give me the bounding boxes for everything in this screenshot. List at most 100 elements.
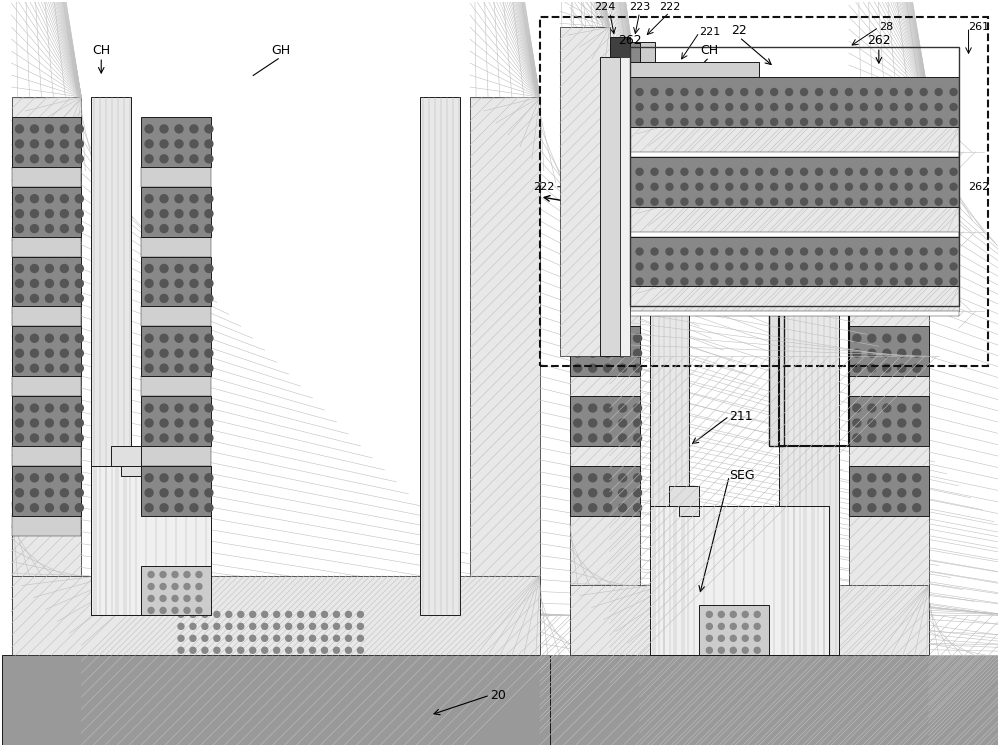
- Circle shape: [913, 194, 921, 203]
- Circle shape: [16, 264, 23, 273]
- Circle shape: [666, 89, 673, 95]
- Circle shape: [860, 89, 867, 95]
- Circle shape: [898, 294, 906, 302]
- Circle shape: [145, 209, 153, 218]
- Circle shape: [634, 474, 642, 482]
- Text: CH: CH: [700, 44, 718, 57]
- Circle shape: [816, 183, 823, 190]
- Circle shape: [730, 624, 736, 630]
- Circle shape: [619, 155, 627, 163]
- Bar: [669, 486, 699, 506]
- Circle shape: [190, 125, 198, 133]
- Circle shape: [898, 349, 906, 357]
- Circle shape: [742, 647, 748, 653]
- Circle shape: [634, 504, 642, 512]
- Circle shape: [898, 419, 906, 427]
- Circle shape: [756, 278, 763, 285]
- Circle shape: [883, 434, 891, 442]
- Circle shape: [868, 474, 876, 482]
- Circle shape: [45, 419, 53, 427]
- Circle shape: [845, 198, 852, 205]
- Circle shape: [651, 278, 658, 285]
- Circle shape: [619, 140, 627, 148]
- Circle shape: [16, 279, 23, 288]
- Circle shape: [890, 278, 897, 285]
- Bar: [769, 127, 784, 446]
- Circle shape: [45, 474, 53, 482]
- Bar: [630, 42, 640, 62]
- Circle shape: [801, 168, 808, 175]
- Circle shape: [741, 183, 748, 190]
- Circle shape: [226, 647, 232, 653]
- Circle shape: [75, 125, 83, 133]
- Circle shape: [816, 248, 823, 255]
- Circle shape: [30, 434, 38, 442]
- Circle shape: [860, 104, 867, 110]
- Circle shape: [262, 647, 268, 653]
- Circle shape: [30, 264, 38, 273]
- Circle shape: [574, 279, 582, 288]
- Circle shape: [816, 198, 823, 205]
- Circle shape: [875, 278, 882, 285]
- Circle shape: [883, 404, 891, 412]
- Circle shape: [898, 504, 906, 512]
- Circle shape: [45, 489, 53, 497]
- Circle shape: [718, 624, 724, 630]
- Circle shape: [666, 248, 673, 255]
- Circle shape: [875, 248, 882, 255]
- Bar: [570, 97, 640, 656]
- Circle shape: [160, 125, 168, 133]
- Bar: [570, 187, 640, 237]
- Circle shape: [830, 278, 837, 285]
- Circle shape: [205, 474, 213, 482]
- Circle shape: [160, 335, 168, 342]
- Circle shape: [75, 349, 83, 357]
- Circle shape: [226, 635, 232, 641]
- Circle shape: [145, 155, 153, 163]
- Circle shape: [604, 474, 612, 482]
- Circle shape: [60, 279, 68, 288]
- Circle shape: [913, 155, 921, 163]
- Circle shape: [890, 183, 897, 190]
- Circle shape: [310, 635, 316, 641]
- Bar: [12, 167, 81, 187]
- Circle shape: [45, 279, 53, 288]
- Circle shape: [786, 183, 793, 190]
- Circle shape: [196, 571, 202, 577]
- Bar: [849, 256, 929, 306]
- Circle shape: [226, 612, 232, 618]
- Circle shape: [634, 335, 642, 342]
- Circle shape: [619, 434, 627, 442]
- Bar: [540, 17, 988, 367]
- Circle shape: [574, 419, 582, 427]
- Circle shape: [619, 279, 627, 288]
- Circle shape: [868, 434, 876, 442]
- Circle shape: [205, 419, 213, 427]
- Circle shape: [853, 364, 861, 372]
- Circle shape: [175, 224, 183, 232]
- Circle shape: [205, 349, 213, 357]
- Circle shape: [845, 263, 852, 270]
- Circle shape: [175, 125, 183, 133]
- Circle shape: [160, 595, 166, 601]
- Circle shape: [920, 263, 927, 270]
- Circle shape: [771, 168, 778, 175]
- Circle shape: [16, 294, 23, 302]
- Circle shape: [890, 89, 897, 95]
- Circle shape: [726, 89, 733, 95]
- Circle shape: [666, 198, 673, 205]
- Circle shape: [238, 624, 244, 630]
- Bar: [141, 376, 211, 396]
- Bar: [12, 97, 81, 615]
- Circle shape: [771, 263, 778, 270]
- Circle shape: [816, 168, 823, 175]
- Circle shape: [696, 183, 703, 190]
- Text: 222: 222: [659, 2, 680, 12]
- Circle shape: [771, 89, 778, 95]
- Circle shape: [913, 474, 921, 482]
- Circle shape: [726, 168, 733, 175]
- Circle shape: [898, 209, 906, 218]
- Circle shape: [604, 194, 612, 203]
- Circle shape: [262, 612, 268, 618]
- Circle shape: [145, 404, 153, 412]
